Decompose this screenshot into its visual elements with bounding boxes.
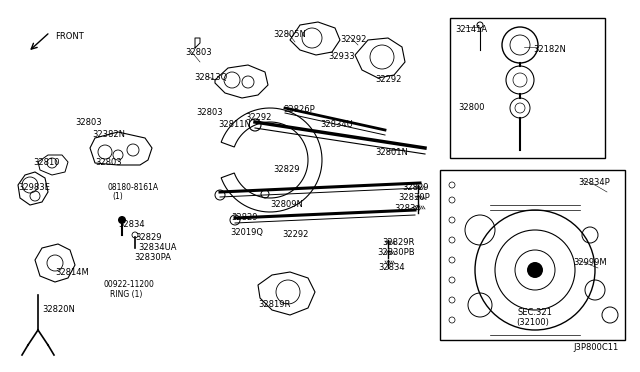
Text: 32829: 32829 <box>273 165 300 174</box>
Text: 32834: 32834 <box>378 263 404 272</box>
Text: 32141A: 32141A <box>455 25 487 34</box>
Text: 08180-8161A: 08180-8161A <box>107 183 158 192</box>
Text: 32983E: 32983E <box>18 183 50 192</box>
Bar <box>440 170 625 340</box>
Text: 32829R: 32829R <box>382 238 414 247</box>
Text: 32813Q: 32813Q <box>194 73 227 82</box>
Text: 32830PA: 32830PA <box>134 253 171 262</box>
Text: J3P800C11: J3P800C11 <box>573 343 618 352</box>
Text: 32292: 32292 <box>375 75 401 84</box>
Text: 32800: 32800 <box>458 103 484 112</box>
Text: 32829: 32829 <box>135 233 161 242</box>
Text: 32803: 32803 <box>95 158 122 167</box>
Text: 32830P: 32830P <box>398 193 429 202</box>
Text: 32811N: 32811N <box>218 120 251 129</box>
Text: 32382N: 32382N <box>92 130 125 139</box>
Text: 32830PB: 32830PB <box>377 248 415 257</box>
Text: 32826P: 32826P <box>283 105 315 114</box>
Text: 32999M: 32999M <box>573 258 607 267</box>
Text: SEC.321: SEC.321 <box>518 308 553 317</box>
Text: 32834: 32834 <box>394 204 420 213</box>
Text: 00922-11200: 00922-11200 <box>103 280 154 289</box>
Text: 32803: 32803 <box>196 108 223 117</box>
Text: 32292: 32292 <box>282 230 308 239</box>
Text: 32933: 32933 <box>328 52 355 61</box>
Text: 32803: 32803 <box>75 118 102 127</box>
Text: RING (1): RING (1) <box>110 290 142 299</box>
Bar <box>450 18 605 158</box>
Text: 32810: 32810 <box>33 158 60 167</box>
Text: 32805N: 32805N <box>273 30 306 39</box>
Text: 32182N: 32182N <box>533 45 566 54</box>
Text: 32809N: 32809N <box>270 200 303 209</box>
Text: 32834UA: 32834UA <box>138 243 177 252</box>
Text: (32100): (32100) <box>516 318 549 327</box>
Circle shape <box>527 262 543 278</box>
Text: 32292: 32292 <box>340 35 366 44</box>
Text: 32834P: 32834P <box>578 178 610 187</box>
Circle shape <box>118 216 126 224</box>
Text: 32819R: 32819R <box>258 300 291 309</box>
Text: FRONT: FRONT <box>55 32 84 41</box>
Text: 32834U: 32834U <box>320 120 353 129</box>
Text: 32820N: 32820N <box>42 305 75 314</box>
Text: 32814M: 32814M <box>55 268 89 277</box>
Text: 32834: 32834 <box>118 220 145 229</box>
Text: 32829: 32829 <box>402 183 429 192</box>
Text: 32292: 32292 <box>245 113 271 122</box>
Text: 32019Q: 32019Q <box>230 228 263 237</box>
Text: (1): (1) <box>112 192 123 201</box>
Text: 32803: 32803 <box>185 48 212 57</box>
Text: 32801N: 32801N <box>375 148 408 157</box>
Text: 32829: 32829 <box>231 213 257 222</box>
